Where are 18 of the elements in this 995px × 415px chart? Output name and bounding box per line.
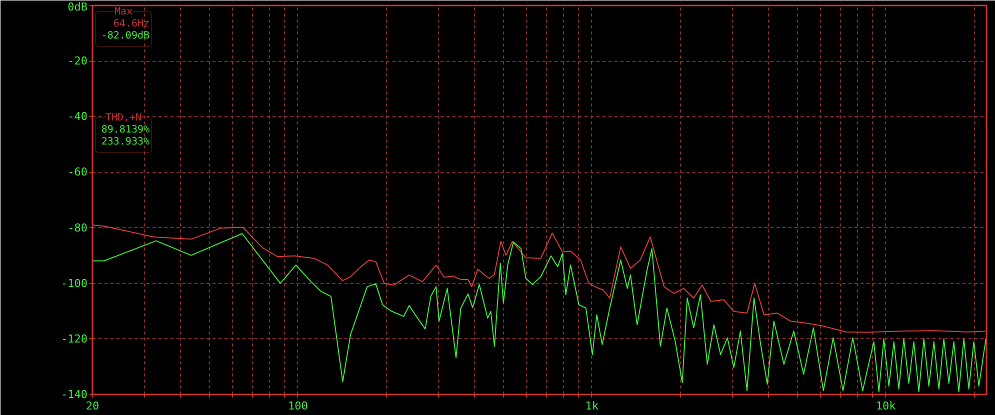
annotation: Max [114,6,133,18]
annotation: 64.6Hz [113,18,150,30]
x-tick-label: 10k [876,400,896,412]
annotation: 89.8139% [101,124,150,136]
x-tick-label: 100 [288,400,308,412]
y-tick-label: -100 [61,276,88,290]
y-tick-label: -140 [61,388,88,401]
y-tick-label: -40 [68,110,88,124]
annotation: 233.933% [101,136,150,148]
y-tick-label: -20 [68,54,88,68]
y-tick-label: -60 [68,166,88,179]
y-tick-label: 0dB [68,0,88,14]
y-tick-label: -120 [61,332,88,346]
annotation: -82.09dB [101,30,150,42]
x-tick-label: 20 [86,400,100,412]
annotation: THD,+N [105,112,142,124]
y-tick-label: -80 [68,221,88,234]
x-tick-label: 1k [585,400,599,412]
